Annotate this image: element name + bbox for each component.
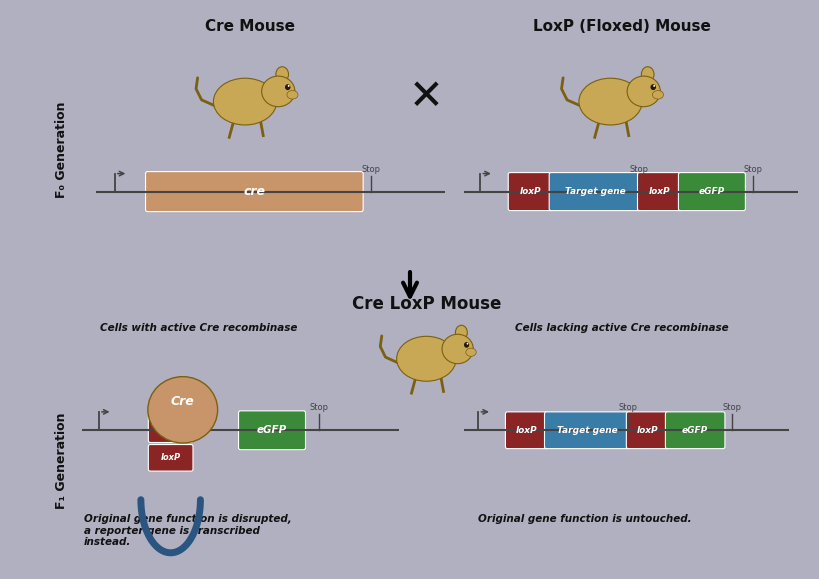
Ellipse shape xyxy=(261,76,295,107)
Text: ✕: ✕ xyxy=(409,76,443,118)
Text: Stop: Stop xyxy=(360,164,380,174)
FancyBboxPatch shape xyxy=(505,412,548,449)
Text: F₁ Generation: F₁ Generation xyxy=(55,413,68,509)
Text: Cre: Cre xyxy=(170,395,194,408)
Circle shape xyxy=(464,342,468,348)
Text: Stop: Stop xyxy=(722,403,741,412)
Text: loxP: loxP xyxy=(636,426,658,435)
Text: eGFP: eGFP xyxy=(681,426,708,435)
Text: Original gene function is disrupted,
a reporter gene is transcribed
instead.: Original gene function is disrupted, a r… xyxy=(84,514,292,547)
Text: loxP: loxP xyxy=(161,425,180,434)
Ellipse shape xyxy=(441,334,473,364)
Ellipse shape xyxy=(396,336,455,381)
FancyBboxPatch shape xyxy=(148,416,192,442)
Text: loxP: loxP xyxy=(161,453,180,462)
FancyBboxPatch shape xyxy=(145,171,363,211)
Text: Stop: Stop xyxy=(629,164,648,174)
Ellipse shape xyxy=(627,76,659,107)
Text: cre: cre xyxy=(243,185,265,198)
Text: loxP: loxP xyxy=(519,187,541,196)
Text: Stop: Stop xyxy=(743,164,762,174)
FancyBboxPatch shape xyxy=(677,173,744,211)
Text: LoxP (Floxed) Mouse: LoxP (Floxed) Mouse xyxy=(532,19,710,34)
FancyBboxPatch shape xyxy=(544,412,629,449)
Text: Cre Mouse: Cre Mouse xyxy=(205,19,294,34)
Ellipse shape xyxy=(465,348,476,356)
Text: Stop: Stop xyxy=(310,403,328,412)
Ellipse shape xyxy=(455,325,467,340)
FancyBboxPatch shape xyxy=(148,445,192,471)
Ellipse shape xyxy=(287,90,297,99)
Circle shape xyxy=(653,85,654,87)
Ellipse shape xyxy=(147,377,217,443)
Text: Original gene function is untouched.: Original gene function is untouched. xyxy=(477,514,690,524)
Ellipse shape xyxy=(275,67,288,82)
Circle shape xyxy=(649,84,655,90)
Text: loxP: loxP xyxy=(648,187,670,196)
FancyBboxPatch shape xyxy=(238,411,305,450)
Text: Stop: Stop xyxy=(618,403,637,412)
Circle shape xyxy=(287,85,289,87)
FancyBboxPatch shape xyxy=(626,412,668,449)
Text: Cells lacking active Cre recombinase: Cells lacking active Cre recombinase xyxy=(514,323,727,333)
Ellipse shape xyxy=(578,78,641,125)
FancyBboxPatch shape xyxy=(549,173,640,211)
Circle shape xyxy=(466,343,468,345)
Circle shape xyxy=(285,84,290,90)
Text: Target gene: Target gene xyxy=(564,187,625,196)
Text: Cells with active Cre recombinase: Cells with active Cre recombinase xyxy=(100,323,296,333)
Text: loxP: loxP xyxy=(515,426,537,435)
Text: F₀ Generation: F₀ Generation xyxy=(55,101,68,198)
Text: eGFP: eGFP xyxy=(256,425,287,435)
Text: Cre LoxP Mouse: Cre LoxP Mouse xyxy=(351,295,500,313)
Text: Target gene: Target gene xyxy=(556,426,617,435)
Ellipse shape xyxy=(652,90,663,99)
Text: eGFP: eGFP xyxy=(698,187,724,196)
FancyBboxPatch shape xyxy=(664,412,724,449)
FancyBboxPatch shape xyxy=(508,173,552,211)
FancyBboxPatch shape xyxy=(636,173,681,211)
Ellipse shape xyxy=(213,78,276,125)
Ellipse shape xyxy=(640,67,654,82)
